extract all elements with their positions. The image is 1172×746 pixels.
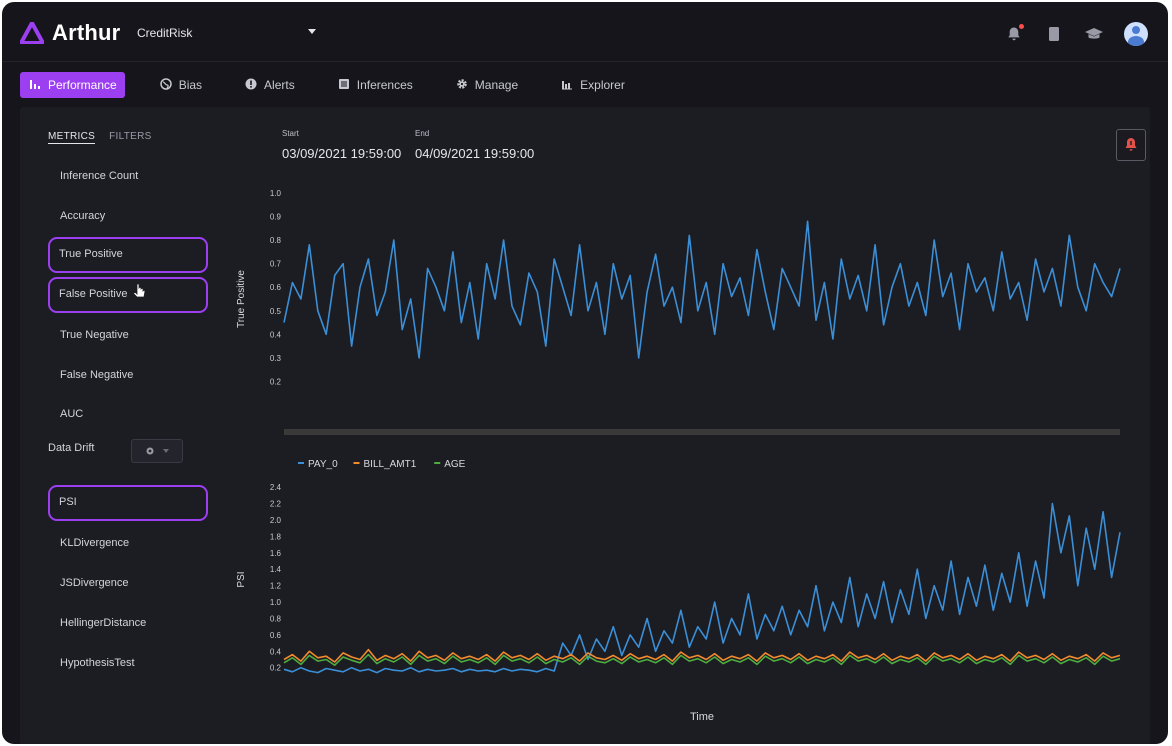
y-axis-label: PSI <box>236 571 247 587</box>
nav-label: Alerts <box>264 78 295 92</box>
drift-feature-select[interactable] <box>131 439 183 463</box>
globe-icon <box>159 77 173 93</box>
y-tick-label: 0.4 <box>270 647 282 656</box>
tab-filters[interactable]: FILTERS <box>109 131 152 142</box>
nav-label: Inferences <box>356 78 413 92</box>
gear-icon <box>146 447 154 455</box>
psi-chart: PSI 0.2 0.4 0.6 0.8 1.0 1.2 1.4 1.6 1.8 2.0 2.2 2.4 P… <box>236 459 1121 723</box>
nav-label: Bias <box>178 78 203 92</box>
end-label: End <box>415 129 430 138</box>
brand-name: Arthur <box>52 20 121 45</box>
data-drift-label: Data Drift <box>48 442 95 454</box>
y-tick-label: 1.0 <box>270 189 282 198</box>
legend-label[interactable]: PAY_0 <box>308 459 338 470</box>
end-value: 04/09/2021 19:59:00 <box>415 146 535 161</box>
mouse-cursor-icon <box>133 283 146 298</box>
metric-true-negative[interactable]: True Negative <box>60 329 129 341</box>
y-tick-label: 0.6 <box>270 283 282 292</box>
alert-bell-icon <box>1125 138 1137 151</box>
chevron-down-icon <box>163 449 169 453</box>
list-icon <box>337 78 351 93</box>
model-name: CreditRisk <box>137 26 193 40</box>
metric-inference-count[interactable]: Inference Count <box>60 170 139 182</box>
y-axis-label: True Positive <box>236 270 247 328</box>
tab-metrics[interactable]: METRICS <box>48 131 96 144</box>
y-tick-label: 1.2 <box>270 582 282 591</box>
x-axis-label: Time <box>690 711 714 723</box>
y-tick-label: 2.0 <box>270 516 282 525</box>
y-tick-label: 1.0 <box>270 598 282 607</box>
end-date[interactable]: End 04/09/2021 19:59:00 <box>415 129 534 161</box>
y-tick-label: 0.5 <box>270 307 282 316</box>
metric-psi[interactable]: PSI <box>48 485 208 521</box>
user-avatar[interactable] <box>1124 22 1148 46</box>
chart-divider <box>284 429 1120 435</box>
series-line-age[interactable] <box>283 653 1121 667</box>
nav-inferences[interactable]: Inferences <box>329 72 421 98</box>
metric-kldivergence[interactable]: KLDivergence <box>60 537 130 549</box>
y-tick-label: 2.2 <box>270 500 282 509</box>
nav-label: Explorer <box>580 78 625 92</box>
y-tick-label: 0.9 <box>270 213 282 222</box>
charts-area: True Positive 0.2 0.3 0.4 0.5 0.6 0.7 0.8 0.9 1.0… <box>236 189 1121 723</box>
nav-alerts[interactable]: Alerts <box>236 72 303 98</box>
metric-accuracy[interactable]: Accuracy <box>60 210 106 222</box>
y-tick-label: 1.8 <box>270 532 282 541</box>
gear-icon <box>455 78 469 93</box>
y-tick-label: 1.4 <box>270 565 282 574</box>
legend-label[interactable]: BILL_AMT1 <box>364 459 417 470</box>
y-tick-label: 2.4 <box>270 483 282 492</box>
metric-hypothesistest[interactable]: HypothesisTest <box>60 657 135 669</box>
header-icons <box>1004 22 1148 46</box>
y-tick-label: 0.8 <box>270 614 282 623</box>
bar-chart-icon <box>28 78 42 93</box>
y-tick-label: 0.2 <box>270 664 282 673</box>
metric-auc[interactable]: AUC <box>60 408 84 418</box>
nav-performance[interactable]: Performance <box>20 72 125 98</box>
y-tick-label: 0.6 <box>270 631 282 640</box>
start-label: Start <box>282 129 299 138</box>
nav-explorer[interactable]: Explorer <box>552 72 633 98</box>
series-line-pay-0[interactable] <box>283 502 1121 674</box>
notification-dot <box>1019 24 1024 29</box>
metric-false-negative[interactable]: False Negative <box>60 369 134 381</box>
arthur-logo-icon <box>20 22 44 44</box>
model-selector[interactable]: CreditRisk <box>137 26 322 40</box>
explorer-icon <box>560 78 574 93</box>
metric-false-positive[interactable]: False Positive <box>48 277 208 313</box>
nav-manage[interactable]: Manage <box>447 72 526 98</box>
y-tick-label: 0.8 <box>270 236 282 245</box>
y-tick-label: 0.3 <box>270 354 282 363</box>
content-panel: METRICS FILTERS Inference Count Accuracy… <box>20 107 1150 744</box>
y-tick-label: 0.7 <box>270 260 282 269</box>
metric-jsdivergence[interactable]: JSDivergence <box>60 577 129 589</box>
series-line-bill-amt1[interactable] <box>283 648 1121 663</box>
start-date[interactable]: Start 03/09/2021 19:59:00 <box>282 129 401 161</box>
metric-true-positive[interactable]: True Positive <box>48 237 208 273</box>
graduation-cap-icon[interactable] <box>1084 24 1104 44</box>
nav-bias[interactable]: Bias <box>151 72 210 98</box>
legend-label[interactable]: AGE <box>444 459 465 470</box>
main-nav: Performance Bias Alerts Inferences Manag… <box>20 72 659 98</box>
brand-logo[interactable]: Arthur <box>20 20 120 46</box>
start-value: 03/09/2021 19:59:00 <box>282 146 402 161</box>
y-tick-label: 1.6 <box>270 549 282 558</box>
nav-label: Performance <box>48 78 117 92</box>
bell-icon[interactable] <box>1004 24 1024 44</box>
document-icon[interactable] <box>1044 24 1064 44</box>
true-positive-chart: True Positive 0.2 0.3 0.4 0.5 0.6 0.7 0.8 0.9 1.0 <box>236 189 1121 386</box>
series-line-true-positive[interactable] <box>283 220 1121 359</box>
sidebar-tabs: METRICS FILTERS <box>48 131 152 144</box>
alert-bell-button[interactable] <box>1116 129 1146 161</box>
chevron-down-icon <box>308 29 316 34</box>
y-tick-label: 0.2 <box>270 377 282 386</box>
y-tick-label: 0.4 <box>270 330 282 339</box>
nav-label: Manage <box>474 78 519 92</box>
alert-icon <box>244 78 258 93</box>
top-bar: Arthur CreditRisk <box>2 2 1168 62</box>
metric-hellingerdistance[interactable]: HellingerDistance <box>60 617 147 629</box>
